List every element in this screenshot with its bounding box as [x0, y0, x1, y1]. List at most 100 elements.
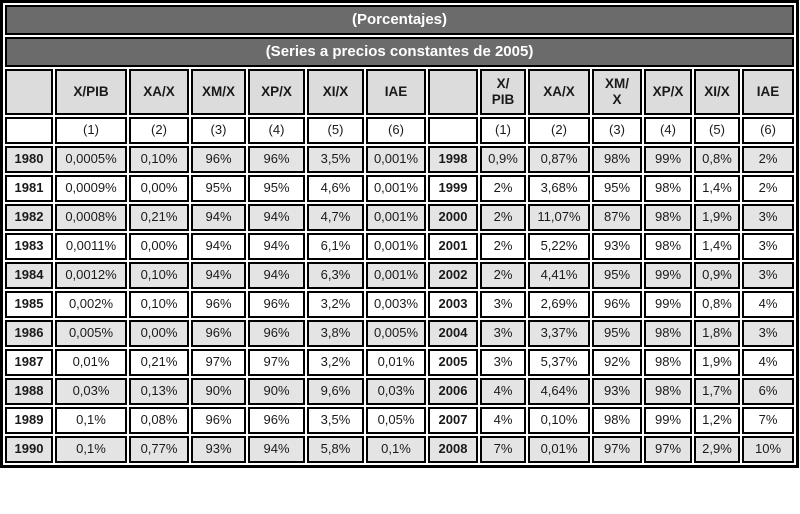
- value-cell: 3%: [742, 320, 795, 347]
- value-cell: 99%: [644, 407, 692, 434]
- value-cell: 0,0011%: [55, 233, 127, 260]
- value-cell: 0,001%: [366, 262, 426, 289]
- table-row: 1987 0,01% 0,21% 97% 97% 3,2% 0,01% 2005 3% 5,37%…: [5, 349, 795, 376]
- value-cell: 0,01%: [55, 349, 127, 376]
- value-cell: 97%: [644, 436, 692, 463]
- value-cell: 95%: [592, 262, 642, 289]
- value-cell: 96%: [191, 146, 246, 173]
- value-cell: 2%: [742, 146, 795, 173]
- value-cell: 2,9%: [694, 436, 740, 463]
- value-cell: 98%: [644, 320, 692, 347]
- value-cell: 10%: [742, 436, 795, 463]
- value-cell: 0,9%: [694, 262, 740, 289]
- value-cell: 96%: [191, 291, 246, 318]
- value-cell: 1,2%: [694, 407, 740, 434]
- value-cell: 0,10%: [129, 262, 189, 289]
- value-cell: 4,64%: [528, 378, 590, 405]
- value-cell: 0,77%: [129, 436, 189, 463]
- subheader-cell: (4): [644, 117, 692, 144]
- subheader-cell: (5): [694, 117, 740, 144]
- column-header: IAE: [742, 69, 795, 115]
- value-cell: 0,05%: [366, 407, 426, 434]
- value-cell: 90%: [248, 378, 305, 405]
- value-cell: 5,8%: [307, 436, 364, 463]
- column-header: XA/X: [129, 69, 189, 115]
- table-row: 1981 0,0009% 0,00% 95% 95% 4,6% 0,001% 1999 2% 3,…: [5, 175, 795, 202]
- value-cell: 6,3%: [307, 262, 364, 289]
- table-row: 1982 0,0008% 0,21% 94% 94% 4,7% 0,001% 2000 2% 11…: [5, 204, 795, 231]
- value-cell: 0,87%: [528, 146, 590, 173]
- subheader-blank-left: [5, 117, 53, 144]
- value-cell: 0,00%: [129, 320, 189, 347]
- value-cell: 98%: [644, 378, 692, 405]
- value-cell: 1,4%: [694, 233, 740, 260]
- value-cell: 0,8%: [694, 146, 740, 173]
- value-cell: 2%: [480, 175, 526, 202]
- table-subtitle: (Series a precios constantes de 2005): [5, 37, 795, 67]
- year-cell: 1980: [5, 146, 53, 173]
- value-cell: 4%: [480, 378, 526, 405]
- value-cell: 96%: [248, 407, 305, 434]
- subheader-cell: (1): [55, 117, 127, 144]
- value-cell: 92%: [592, 349, 642, 376]
- table-row: 1989 0,1% 0,08% 96% 96% 3,5% 0,05% 2007 4% 0,10% 9…: [5, 407, 795, 434]
- value-cell: 3,5%: [307, 146, 364, 173]
- column-header: XI/X: [694, 69, 740, 115]
- value-cell: 3%: [742, 204, 795, 231]
- value-cell: 0,01%: [528, 436, 590, 463]
- value-cell: 0,0009%: [55, 175, 127, 202]
- value-cell: 96%: [248, 320, 305, 347]
- value-cell: 0,002%: [55, 291, 127, 318]
- value-cell: 2%: [742, 175, 795, 202]
- value-cell: 0,0005%: [55, 146, 127, 173]
- subheader-cell: (1): [480, 117, 526, 144]
- year-cell: 1983: [5, 233, 53, 260]
- value-cell: 0,003%: [366, 291, 426, 318]
- value-cell: 3,8%: [307, 320, 364, 347]
- year-column-header-left: [5, 69, 53, 115]
- subheader-cell: (6): [366, 117, 426, 144]
- column-header: IAE: [366, 69, 426, 115]
- subheader-row: (1) (2) (3) (4) (5) (6) (1) (2) (3) (4) …: [5, 117, 795, 144]
- value-cell: 0,21%: [129, 349, 189, 376]
- value-cell: 3%: [742, 262, 795, 289]
- year-cell: 1981: [5, 175, 53, 202]
- value-cell: 3,5%: [307, 407, 364, 434]
- year-cell: 1987: [5, 349, 53, 376]
- value-cell: 3,37%: [528, 320, 590, 347]
- value-cell: 96%: [248, 146, 305, 173]
- value-cell: 94%: [191, 204, 246, 231]
- year-cell: 1989: [5, 407, 53, 434]
- value-cell: 93%: [191, 436, 246, 463]
- percentages-table: (Porcentajes) (Series a precios constant…: [0, 0, 800, 468]
- value-cell: 0,03%: [366, 378, 426, 405]
- year-cell: 2008: [428, 436, 478, 463]
- value-cell: 98%: [592, 146, 642, 173]
- value-cell: 3%: [480, 291, 526, 318]
- subheader-cell: (2): [129, 117, 189, 144]
- value-cell: 0,8%: [694, 291, 740, 318]
- subheader-cell: (6): [742, 117, 795, 144]
- table-row: 1985 0,002% 0,10% 96% 96% 3,2% 0,003% 2003 3% 2,6…: [5, 291, 795, 318]
- value-cell: 2,69%: [528, 291, 590, 318]
- year-cell: 1990: [5, 436, 53, 463]
- value-cell: 96%: [191, 407, 246, 434]
- subheader-cell: (3): [191, 117, 246, 144]
- value-cell: 96%: [191, 320, 246, 347]
- value-cell: 99%: [644, 262, 692, 289]
- subheader-cell: (4): [248, 117, 305, 144]
- value-cell: 2%: [480, 262, 526, 289]
- value-cell: 0,1%: [55, 436, 127, 463]
- column-header: XP/X: [644, 69, 692, 115]
- value-cell: 1,8%: [694, 320, 740, 347]
- value-cell: 95%: [191, 175, 246, 202]
- column-header: X/ PIB: [480, 69, 526, 115]
- year-cell: 1984: [5, 262, 53, 289]
- value-cell: 98%: [644, 349, 692, 376]
- table-row: 1986 0,005% 0,00% 96% 96% 3,8% 0,005% 2004 3% 3,3…: [5, 320, 795, 347]
- value-cell: 0,00%: [129, 175, 189, 202]
- value-cell: 0,005%: [55, 320, 127, 347]
- value-cell: 0,001%: [366, 204, 426, 231]
- value-cell: 98%: [644, 204, 692, 231]
- value-cell: 0,001%: [366, 146, 426, 173]
